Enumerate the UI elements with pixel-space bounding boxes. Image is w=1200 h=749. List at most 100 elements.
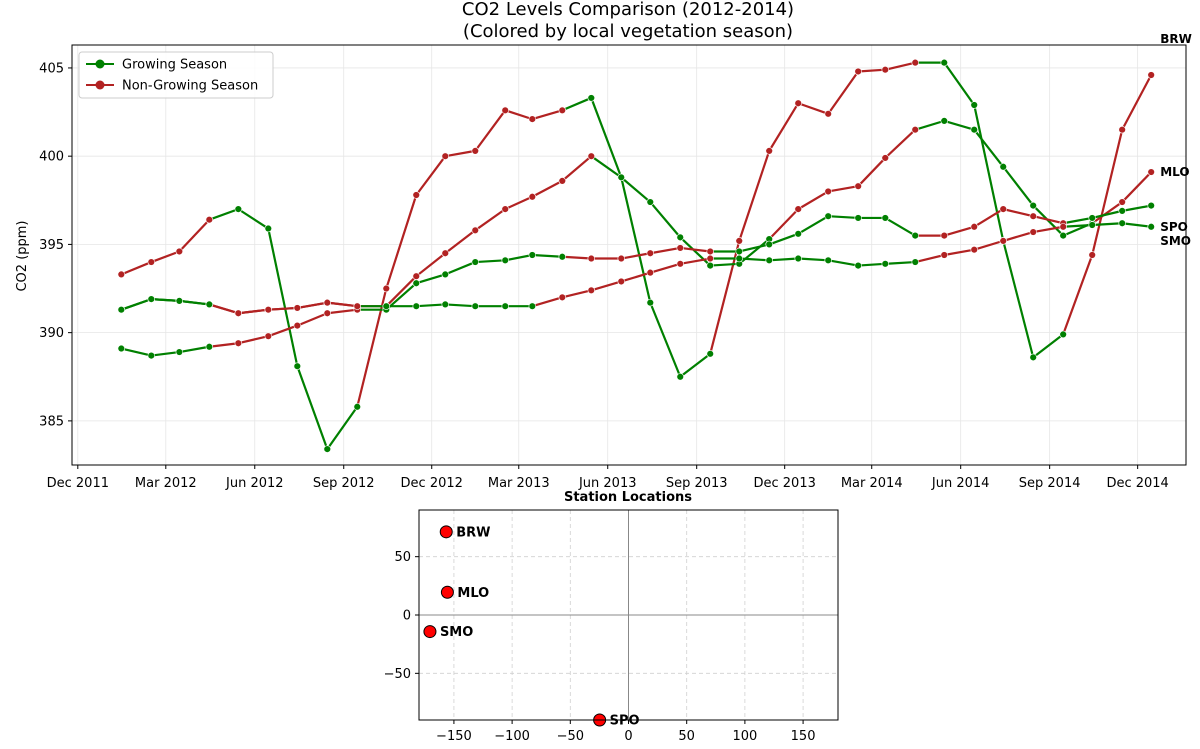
smo-point [854,261,862,270]
map-x-axis: −150 −100 −50 0 50 100 150 [436,720,815,744]
station-label-smo: SMO [440,625,473,640]
spo-point [501,256,509,264]
smo-point [970,246,978,254]
spo-line-segment [768,232,800,246]
spo-point [911,231,919,240]
mlo-line-segment [827,185,860,193]
spo-line-segment [561,255,593,260]
brw-line-segment [296,365,329,451]
brw-point [382,284,390,293]
mlo-point [970,126,978,134]
brw-line-segment [1002,239,1035,359]
x-tick-label: Sep 2014 [1019,476,1081,491]
end-label-smo: SMO [1160,234,1191,248]
brw-point [441,152,449,160]
smo-line-segment [208,303,240,315]
mlo-point [1118,198,1126,206]
smo-line-segment [827,259,860,267]
brw-line-segment [504,109,534,121]
smo-point [264,306,273,314]
spo-line-segment [326,308,359,315]
spo-line-segment [415,273,447,285]
mlo-point [881,154,889,162]
end-label-spo: SPO [1160,220,1188,234]
x-tick-label: Dec 2014 [1106,476,1168,491]
y-tick-label: 395 [39,238,64,253]
spo-line-segment [884,216,917,237]
smo-point [881,260,889,268]
spo-line-segment [120,347,153,357]
smo-point [1118,219,1126,227]
brw-point [323,445,331,453]
mlo-point [646,198,654,206]
spo-line-segment [943,225,976,237]
spo-point [1029,212,1037,220]
spo-point [558,253,566,261]
brw-line-segment [1032,333,1065,359]
smo-line-segment [797,257,830,262]
brw-line-segment [738,149,771,242]
smo-point [646,268,654,277]
brw-point [528,115,536,123]
brw-line-segment [973,103,1005,242]
smo-line-segment [237,308,270,315]
smo-point [234,309,243,317]
main-series-points [117,58,1155,453]
smo-line-segment [943,248,976,257]
brw-line-segment [768,102,800,152]
smo-point [824,256,832,264]
spo-line-segment [649,246,682,255]
smo-point [1059,223,1067,231]
mlo-line-segment [709,262,741,267]
brw-line-segment [208,208,240,221]
smo-point [940,251,948,259]
brw-point [765,147,773,155]
spo-point [441,270,449,279]
smo-line-segment [884,260,917,265]
station-marker-brw [439,525,453,539]
mlo-line-segment [943,119,976,131]
mlo-line-segment [620,176,652,204]
spo-point [617,254,625,263]
brw-point [940,58,948,67]
map-y-tick-label: 50 [394,550,411,565]
mlo-line-segment [797,190,830,211]
smo-point [147,295,155,303]
y-tick-label: 390 [39,326,64,341]
mlo-point [676,233,684,242]
mlo-point [1059,231,1067,240]
map-x-tick-label: 100 [732,729,757,744]
brw-point [558,106,566,114]
smo-point [382,302,390,310]
mlo-point [617,173,625,182]
brw-line-segment [884,61,917,71]
y-tick-label: 400 [39,150,64,165]
brw-line-segment [679,352,712,378]
spo-point [323,309,331,317]
smo-line-segment [738,257,771,262]
brw-point [911,58,919,67]
map-x-tick-label: −150 [436,729,472,744]
spo-point [1118,207,1126,215]
map-x-tick-label: 0 [624,729,632,744]
mlo-point [412,272,420,280]
x-tick-label: Dec 2013 [754,476,816,491]
y-axis-label: CO2 (ppm) [15,220,30,291]
spo-line-segment [208,342,240,348]
main-y-axis: 385 390 395 400 405 [39,61,72,429]
smo-point [323,298,331,307]
smo-line-segment [857,262,887,267]
brw-point [587,94,595,102]
station-marker-smo [423,625,437,639]
brw-point [706,350,714,358]
legend-box [78,51,274,99]
mlo-line-segment [768,208,800,241]
smo-point [471,302,479,310]
smo-point [587,286,595,294]
brw-line-segment [444,149,477,158]
brw-point [1059,330,1067,339]
mlo-point [940,117,948,125]
smo-line-segment [914,253,946,264]
brw-line-segment [1062,253,1094,336]
